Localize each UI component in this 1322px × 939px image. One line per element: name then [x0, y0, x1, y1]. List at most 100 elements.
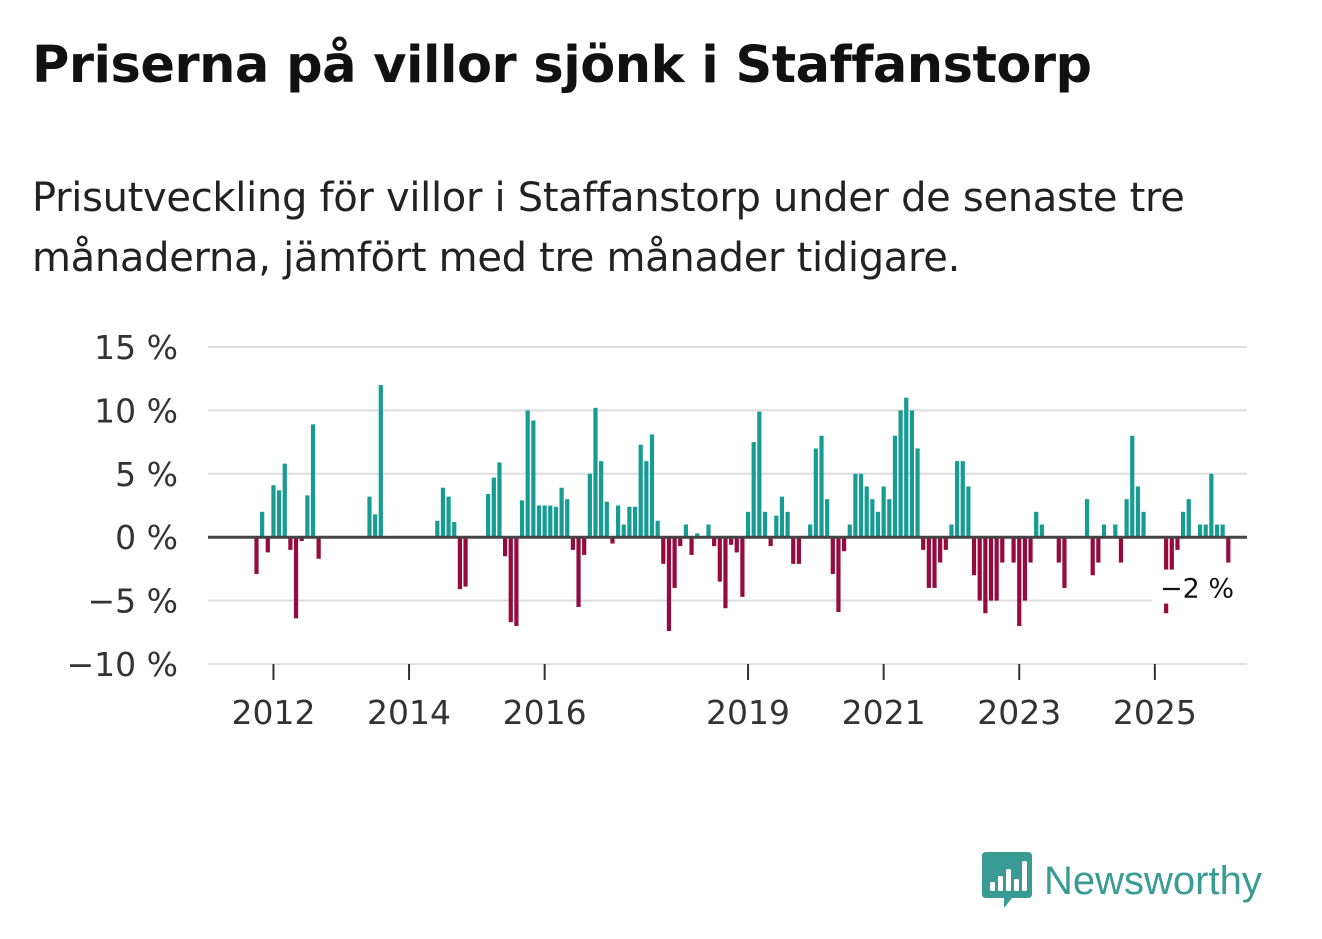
- bar-negative: [729, 537, 734, 545]
- bar-positive: [887, 499, 892, 538]
- bar-negative: [740, 537, 745, 597]
- bar-positive: [825, 499, 830, 538]
- bar-positive: [599, 461, 604, 538]
- bar-negative: [666, 537, 672, 632]
- bar-positive: [525, 410, 530, 538]
- bar-negative: [830, 537, 835, 574]
- bar-positive: [915, 448, 920, 538]
- bar-positive: [593, 407, 598, 538]
- bar-positive: [774, 515, 779, 538]
- bar-positive: [864, 486, 869, 538]
- bar-negative: [1226, 537, 1231, 563]
- bar-negative: [1028, 537, 1033, 563]
- annotation-bg: [1154, 569, 1240, 604]
- bar-positive: [870, 499, 875, 538]
- newsworthy-logo: Newsworthy: [982, 852, 1262, 910]
- bar-negative: [293, 537, 299, 619]
- bar-negative: [576, 537, 581, 607]
- bar-negative: [457, 537, 462, 590]
- bar-positive: [875, 511, 881, 538]
- bar-positive: [757, 411, 762, 538]
- bar-negative: [983, 537, 988, 614]
- bar-negative: [1175, 537, 1180, 550]
- bar-positive: [751, 442, 756, 538]
- bar-positive: [898, 410, 903, 538]
- bar-negative: [265, 537, 270, 553]
- bar-positive: [305, 495, 310, 538]
- bar-positive: [446, 496, 451, 538]
- bar-positive: [1124, 499, 1129, 538]
- bar-positive: [909, 410, 914, 538]
- bar-positive: [638, 444, 643, 538]
- bar-positive: [627, 506, 632, 538]
- bar-positive: [373, 514, 378, 538]
- x-tick-label: 2012: [231, 693, 315, 732]
- bar-negative: [921, 537, 926, 550]
- bar-positive: [960, 461, 965, 538]
- bar-negative: [1090, 537, 1095, 576]
- x-tick-label: 2023: [977, 693, 1061, 732]
- x-tick-label: 2016: [503, 693, 587, 732]
- bar-positive: [1039, 524, 1044, 538]
- bar-positive: [553, 506, 559, 538]
- bar-positive: [277, 490, 282, 538]
- bar-positive: [706, 524, 711, 538]
- bar-positive: [1101, 524, 1107, 538]
- bar-negative: [672, 537, 677, 588]
- bar-positive: [435, 520, 440, 538]
- bar-negative: [1011, 537, 1016, 563]
- y-tick-label: 10 %: [94, 391, 178, 430]
- bar-positive: [452, 521, 457, 538]
- bar-negative: [938, 537, 943, 563]
- bar-negative: [988, 537, 994, 601]
- bar-negative: [971, 537, 977, 576]
- chart-annotations: −2 %: [1152, 569, 1247, 605]
- bar-positive: [1220, 524, 1225, 538]
- bar-positive: [1209, 473, 1214, 538]
- bar-negative: [316, 537, 321, 559]
- bar-negative: [836, 537, 841, 613]
- bar-positive: [621, 524, 626, 538]
- bar-positive: [955, 461, 960, 538]
- bar-negative: [926, 537, 931, 588]
- bar-positive: [779, 496, 785, 538]
- bar-positive: [853, 473, 858, 538]
- y-tick-label: 5 %: [115, 455, 178, 494]
- bar-positive: [1113, 524, 1118, 538]
- bar-negative: [661, 537, 666, 564]
- y-tick-label: −10 %: [67, 645, 179, 684]
- bar-positive: [378, 385, 383, 538]
- bar-negative: [994, 537, 999, 601]
- bar-positive: [519, 500, 525, 538]
- bar-positive: [847, 524, 852, 538]
- bar-positive: [1141, 511, 1146, 538]
- bar-negative: [1017, 537, 1022, 626]
- chart-bars: [254, 385, 1231, 632]
- bar-positive: [282, 463, 287, 538]
- bar-positive: [881, 486, 886, 538]
- bar-positive: [785, 511, 790, 538]
- bar-negative: [503, 537, 508, 557]
- bar-negative: [796, 537, 801, 564]
- bar-positive: [604, 501, 609, 538]
- bar-positive: [762, 511, 768, 538]
- bar-positive: [440, 487, 446, 538]
- bar-negative: [254, 537, 259, 574]
- x-axis: 2012 2014 2016 2019 2021 2023 2025: [231, 664, 1197, 732]
- bar-positive: [695, 533, 700, 538]
- bar-positive: [531, 420, 536, 538]
- bar-positive: [367, 496, 372, 538]
- bar-negative: [582, 537, 587, 555]
- bar-negative: [610, 537, 615, 544]
- bar-negative: [1000, 537, 1005, 563]
- chart-grid: [208, 346, 1247, 665]
- bar-positive: [683, 524, 688, 538]
- bar-positive: [858, 473, 864, 538]
- bar-positive: [536, 505, 542, 538]
- bar-negative: [1096, 537, 1101, 563]
- bar-positive: [310, 424, 316, 538]
- bar-positive: [1203, 524, 1208, 538]
- bar-negative: [689, 537, 694, 555]
- bar-negative: [943, 537, 948, 550]
- bar-positive: [565, 499, 570, 538]
